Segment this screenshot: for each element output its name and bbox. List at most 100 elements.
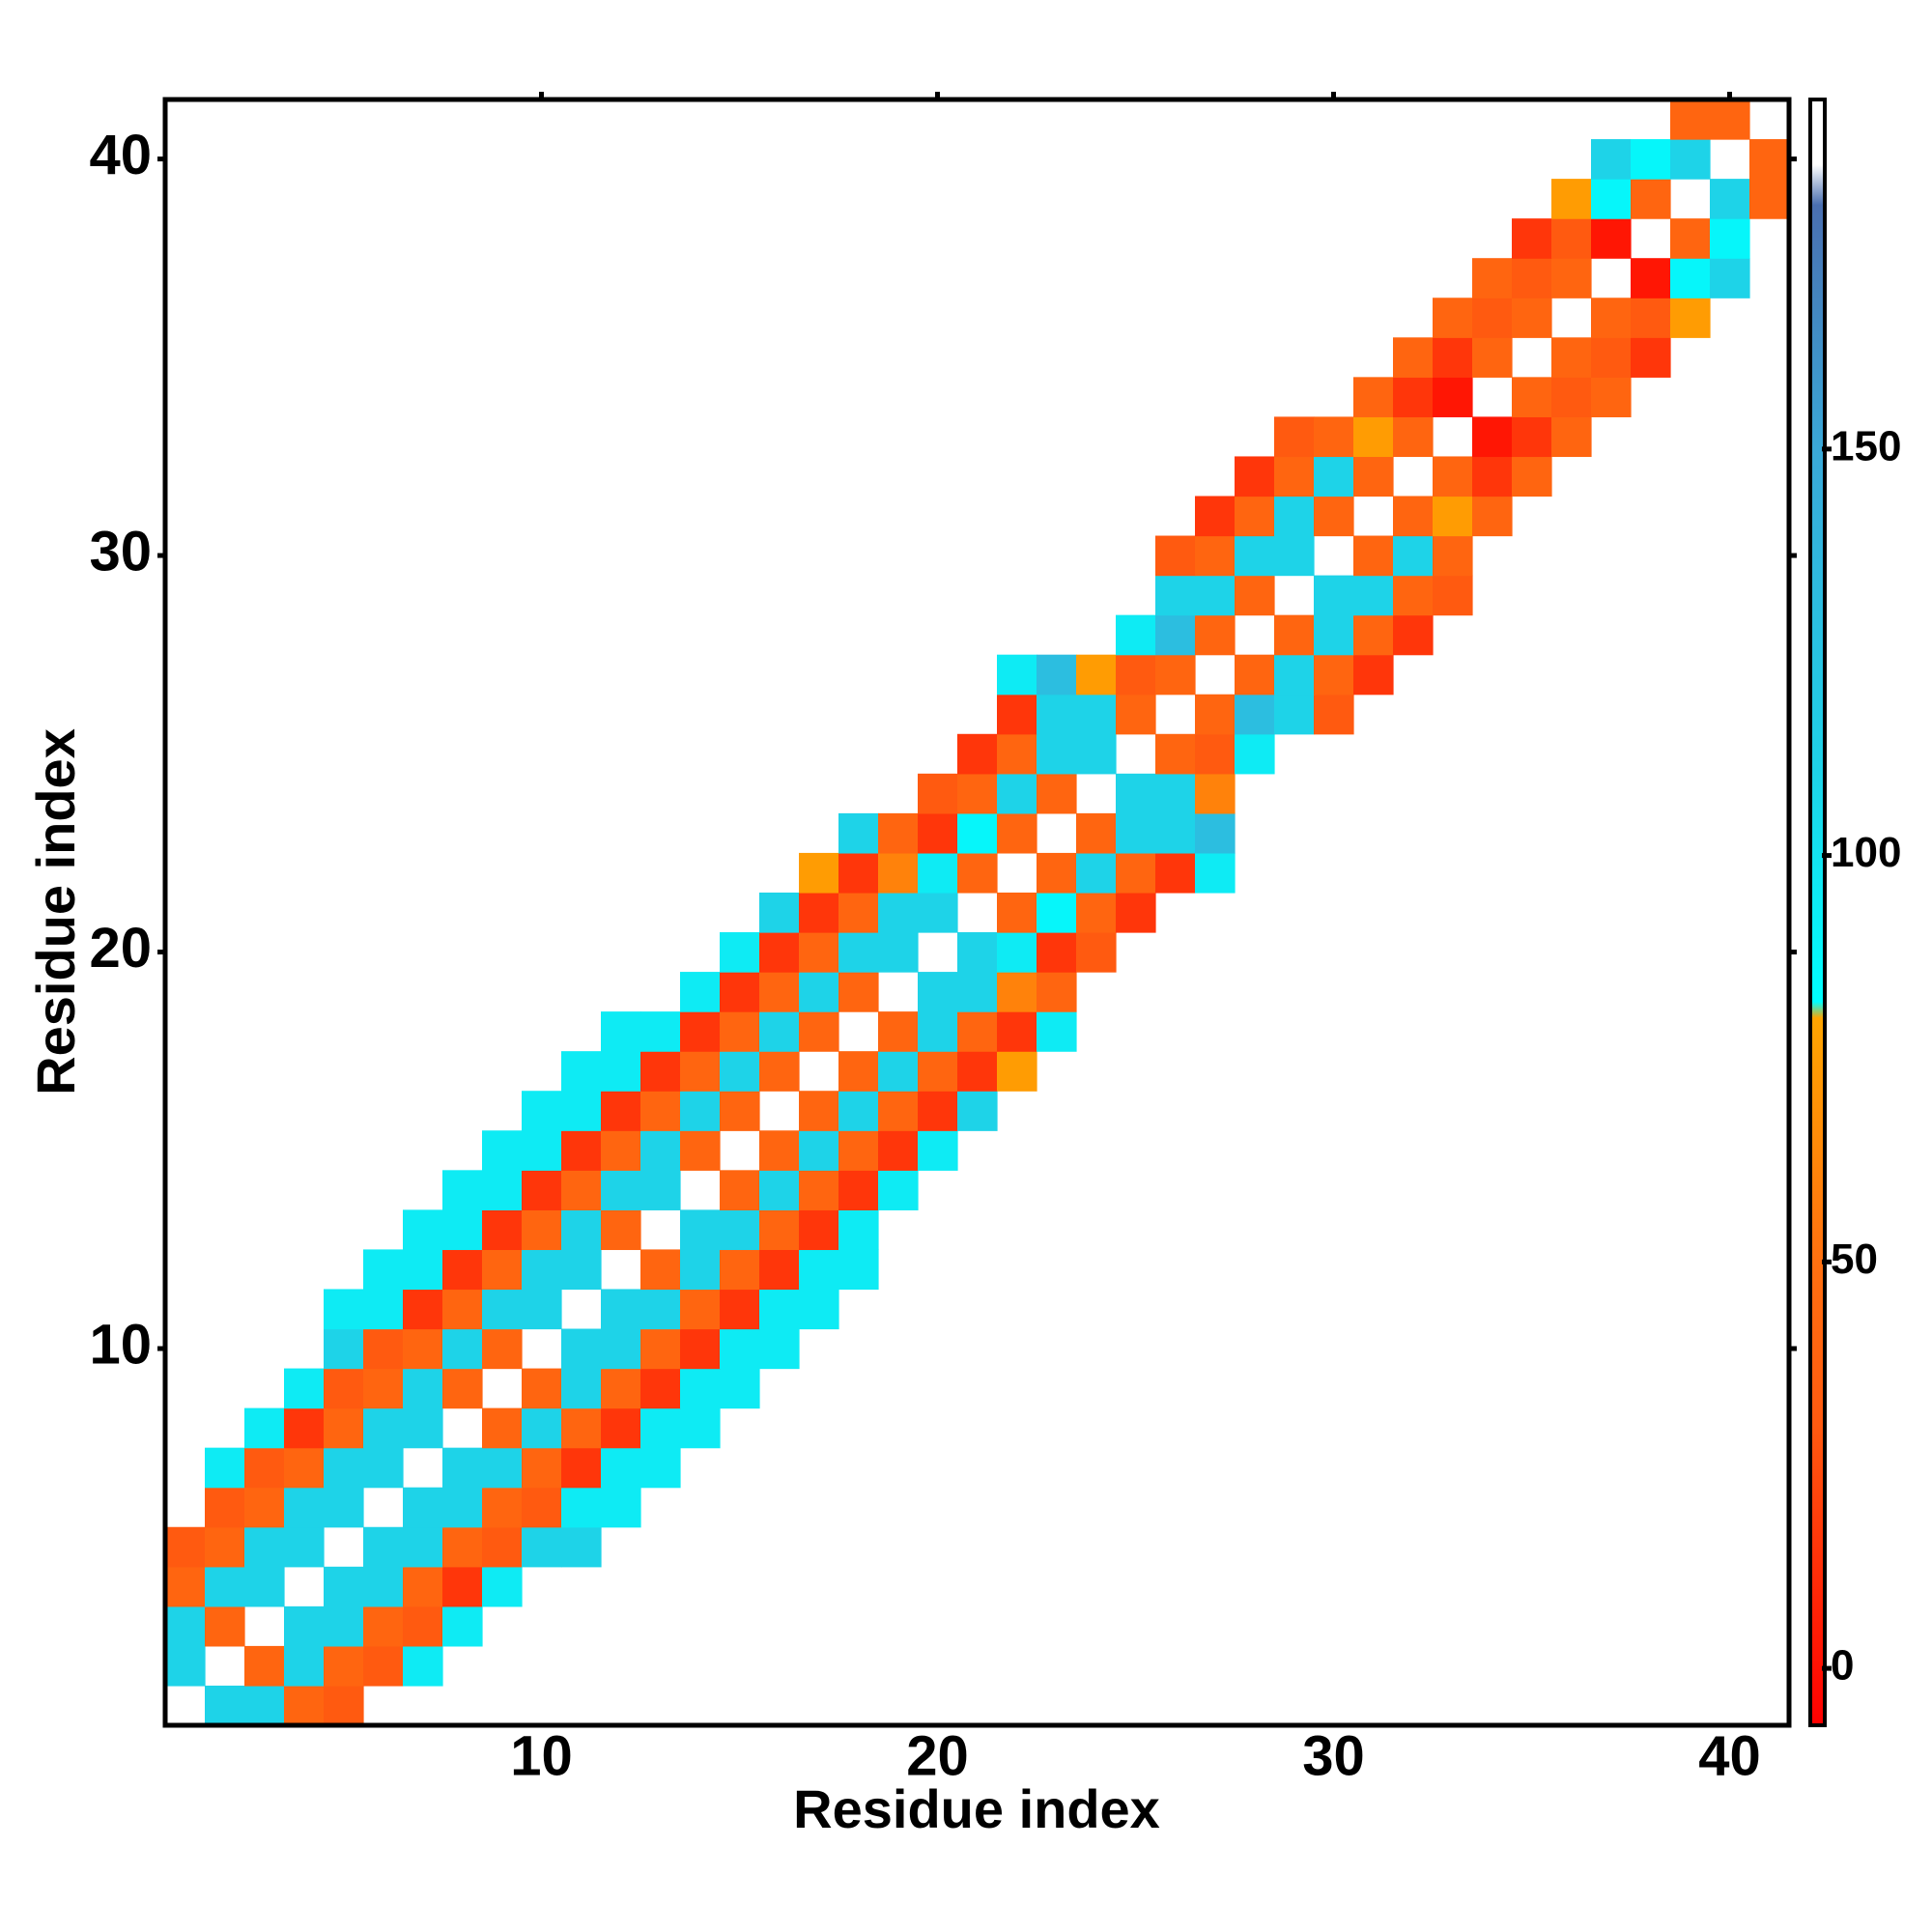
heatmap-cell	[205, 1447, 245, 1489]
heatmap-cell	[1235, 694, 1275, 735]
heatmap-cell	[799, 932, 839, 973]
heatmap-cell	[324, 1368, 364, 1409]
heatmap-cell	[1314, 654, 1354, 696]
heatmap-cell	[482, 1487, 523, 1528]
heatmap-cell	[205, 1605, 245, 1647]
heatmap-cell	[997, 812, 1037, 854]
heatmap-cell	[1155, 654, 1196, 696]
heatmap-cell	[403, 1328, 443, 1370]
heatmap-cell	[1433, 535, 1473, 577]
heatmap-cell	[759, 892, 800, 933]
heatmap-cell	[799, 1209, 839, 1251]
heatmap-cell	[1274, 496, 1315, 537]
heatmap-cell	[720, 1368, 760, 1409]
heatmap-cell	[205, 1526, 245, 1568]
heatmap-cell	[324, 1289, 364, 1330]
heatmap-cell	[363, 1526, 404, 1568]
heatmap-cell	[918, 1091, 958, 1131]
heatmap-cell	[284, 1368, 325, 1409]
heatmap-cell	[1195, 535, 1236, 577]
heatmap-cell	[1710, 258, 1750, 298]
heatmap-cell	[1155, 614, 1196, 656]
heatmap-cell	[442, 1289, 483, 1330]
heatmap-cell	[1037, 733, 1077, 775]
heatmap-cell	[601, 1328, 641, 1370]
heatmap-cell	[403, 1487, 443, 1528]
heatmap-cell	[1591, 337, 1632, 378]
heatmap-cell	[1393, 614, 1434, 656]
heatmap-cell	[244, 1526, 285, 1568]
heatmap-cell	[442, 1447, 483, 1489]
heatmap-cell	[759, 1289, 800, 1330]
heatmap-cell	[244, 1447, 285, 1489]
heatmap-cell	[957, 932, 998, 973]
heatmap-cell	[640, 1011, 681, 1052]
heatmap-cell	[1195, 496, 1236, 537]
heatmap-cell	[601, 1091, 641, 1131]
heatmap-cell	[601, 1051, 641, 1092]
heatmap-cell	[1274, 654, 1315, 696]
heatmap-cell	[1155, 852, 1196, 894]
heatmap-cell	[482, 1170, 523, 1210]
heatmap-cell	[640, 1051, 681, 1092]
heatmap-cell	[799, 1011, 839, 1052]
heatmap-cell	[1155, 773, 1196, 814]
heatmap-cell	[1155, 812, 1196, 854]
heatmap-cell	[561, 1091, 602, 1131]
heatmap-cell	[403, 1526, 443, 1568]
heatmap-cell	[244, 1487, 285, 1528]
heatmap-cell	[482, 1249, 523, 1291]
heatmap-cell	[1472, 298, 1513, 338]
heatmap-cell	[561, 1526, 602, 1568]
heatmap-cell	[720, 932, 760, 973]
heatmap-cell	[284, 1645, 325, 1687]
heatmap-cell	[284, 1407, 325, 1449]
heatmap-cell	[1274, 614, 1315, 656]
heatmap-cell	[957, 1051, 998, 1092]
heatmap-cell	[363, 1328, 404, 1370]
heatmap-cell	[680, 1130, 721, 1171]
heatmap-cell	[1037, 852, 1077, 894]
heatmap-cell	[957, 812, 998, 854]
heatmap-cell	[561, 1249, 602, 1291]
heatmap-cell	[1710, 218, 1750, 259]
heatmap-cell	[759, 1249, 800, 1291]
x-tick-label: 20	[906, 1724, 969, 1787]
heatmap-cell	[640, 1328, 681, 1370]
heatmap-cell	[918, 1130, 958, 1171]
heatmap-cell	[720, 1328, 760, 1370]
heatmap-cell	[878, 1170, 919, 1210]
heatmap-cell	[1155, 575, 1196, 616]
heatmap-cell	[403, 1645, 443, 1687]
heatmap-cell	[680, 1407, 721, 1449]
heatmap-cell	[1670, 99, 1711, 140]
heatmap-cell	[1235, 535, 1275, 577]
heatmap-cell	[1472, 258, 1513, 298]
heatmap-cell	[838, 812, 879, 854]
heatmap-cell	[1631, 337, 1671, 378]
heatmap-cell	[363, 1249, 404, 1291]
heatmap-cell	[680, 1011, 721, 1052]
heatmap-cell	[720, 1209, 760, 1251]
heatmap-cell	[1631, 179, 1671, 219]
heatmap-cell	[957, 972, 998, 1012]
heatmap-cell	[324, 1645, 364, 1687]
heatmap-cell	[324, 1328, 364, 1370]
heatmap-cell	[403, 1407, 443, 1449]
heatmap-cell	[561, 1447, 602, 1489]
heatmap-cell	[1433, 337, 1473, 378]
heatmap-cell	[1551, 258, 1592, 298]
heatmap-cell	[561, 1407, 602, 1449]
heatmap-cell	[1551, 218, 1592, 259]
heatmap-cell	[403, 1209, 443, 1251]
heatmap-cell	[1037, 892, 1077, 933]
heatmap-cell	[561, 1170, 602, 1210]
heatmap-cell	[1235, 733, 1275, 775]
heatmap-cell	[799, 852, 839, 894]
heatmap-cell	[1393, 496, 1434, 537]
heatmap-cell	[799, 1091, 839, 1131]
heatmap-cell	[759, 1209, 800, 1251]
heatmap-cell	[442, 1605, 483, 1647]
x-tick-label: 40	[1698, 1724, 1761, 1787]
